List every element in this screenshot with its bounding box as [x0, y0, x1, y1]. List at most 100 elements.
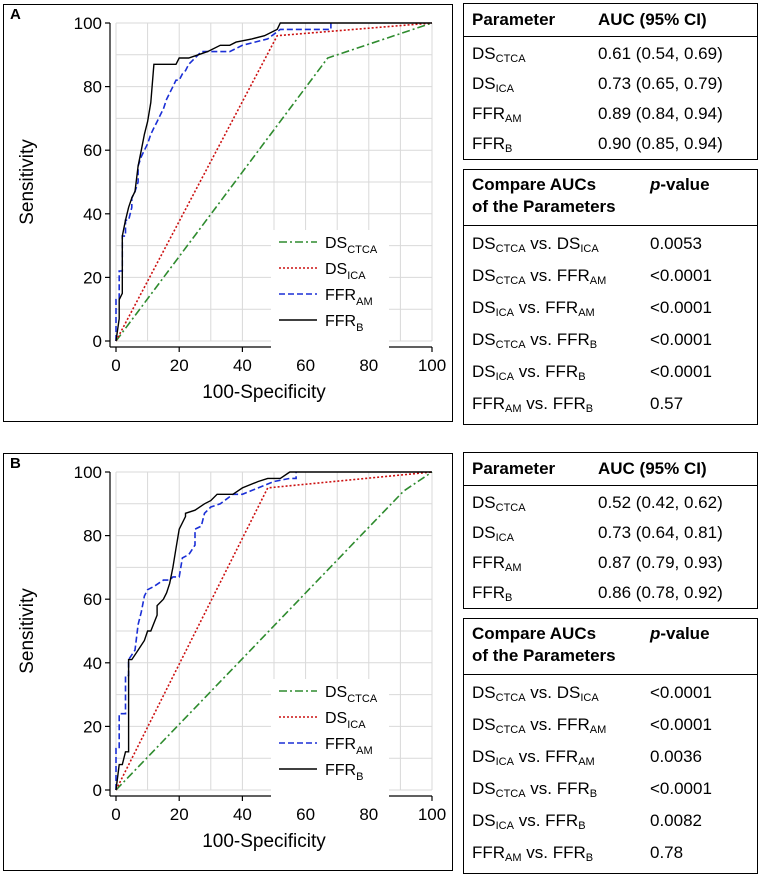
panel-a-roc-chart: 0 20 40 60 80 100 0 20 40 60 80 100 100-Specificity S…	[17, 14, 446, 403]
auc-value: 0.61 (0.54, 0.69)	[598, 44, 723, 63]
legend-label: DSICA	[325, 710, 366, 731]
auc-table-row: DSICA 0.73 (0.65, 0.79)	[464, 68, 757, 100]
legend-background	[271, 679, 389, 801]
legend-background	[271, 230, 389, 352]
x-tick-label: 80	[359, 356, 378, 375]
y-tick-label: 80	[83, 78, 102, 97]
auc-header-value: AUC (95% CI)	[598, 10, 707, 29]
compare-pvalue: 0.0053	[650, 234, 702, 253]
series-line-ffr-b	[115, 22, 432, 342]
auc-table-row: DSICA 0.73 (0.64, 0.81)	[464, 517, 757, 549]
x-tick-label: 0	[111, 805, 120, 824]
compare-table-row: FFRAM vs. FFRB 0.57	[464, 388, 757, 420]
y-tick-label: 100	[74, 463, 102, 482]
legend-label: DSICA	[325, 261, 366, 282]
auc-value: 0.86 (0.78, 0.92)	[598, 583, 723, 602]
series-line-ds-ica	[115, 471, 433, 791]
panel-b-compare-table: Compare AUCs of the Parameters p-value DSCT…	[463, 618, 758, 874]
auc-table-row: DSCTCA 0.61 (0.54, 0.69)	[464, 38, 757, 70]
auc-value: 0.87 (0.79, 0.93)	[598, 553, 723, 572]
auc-table-row: FFRAM 0.89 (0.84, 0.94)	[464, 98, 757, 130]
compare-pair: DSCTCA vs. FFRAM	[472, 715, 607, 736]
compare-table-row: DSCTCA vs. FFRB <0.0001	[464, 324, 757, 356]
x-tick-label: 100	[418, 805, 446, 824]
legend-label: FFRAM	[325, 287, 373, 308]
auc-value: 0.52 (0.42, 0.62)	[598, 493, 723, 512]
y-axis-label: Sensitivity	[17, 588, 38, 674]
x-tick-label: 60	[296, 356, 315, 375]
auc-parameter: FFRAM	[472, 553, 522, 574]
legend-label: FFRB	[325, 762, 363, 783]
y-tick-label: 20	[83, 717, 102, 736]
compare-pvalue: 0.0036	[650, 747, 702, 766]
y-axis-label: Sensitivity	[17, 139, 38, 225]
compare-pair: FFRAM vs. FFRB	[472, 394, 594, 415]
panel-b-letter: B	[10, 455, 21, 472]
compare-header-title: Compare AUCs of the Parameters	[472, 175, 616, 216]
x-tick-label: 60	[296, 805, 315, 824]
compare-pvalue: <0.0001	[650, 779, 712, 798]
compare-table-row: DSICA vs. FFRAM <0.0001	[464, 292, 757, 324]
y-tick-label: 0	[93, 332, 102, 351]
compare-table-row: DSCTCA vs. FFRB <0.0001	[464, 773, 757, 805]
x-tick-label: 0	[111, 356, 120, 375]
compare-pvalue: <0.0001	[650, 298, 712, 317]
auc-parameter: FFRAM	[472, 104, 522, 125]
x-tick-label: 40	[233, 356, 252, 375]
compare-table-row: DSICA vs. FFRB <0.0001	[464, 356, 757, 388]
compare-pvalue: <0.0001	[650, 266, 712, 285]
x-axis-label: 100-Specificity	[202, 831, 326, 852]
auc-table-header: Parameter AUC (95% CI)	[464, 453, 757, 485]
y-tick-label: 40	[83, 654, 102, 673]
panel-b-roc-chart: 0 20 40 60 80 100 0 20 40 60 80 100 100-Specificity S…	[17, 463, 446, 852]
legend-label: FFRAM	[325, 736, 373, 757]
auc-parameter: DSCTCA	[472, 493, 526, 514]
compare-pair: DSICA vs. FFRAM	[472, 747, 595, 768]
compare-pair: DSICA vs. FFRB	[472, 811, 586, 832]
auc-parameter: FFRB	[472, 583, 513, 604]
series-line-ds-ica	[115, 22, 433, 342]
compare-pvalue: <0.0001	[650, 715, 712, 734]
y-tick-label: 20	[83, 268, 102, 287]
series-line-ds-ctca	[115, 471, 433, 791]
compare-pvalue: 0.0082	[650, 811, 702, 830]
compare-pvalue: <0.0001	[650, 330, 712, 349]
y-tick-label: 80	[83, 527, 102, 546]
compare-table-row: DSCTCA vs. DSICA <0.0001	[464, 677, 757, 709]
auc-value: 0.73 (0.65, 0.79)	[598, 74, 723, 93]
auc-value: 0.90 (0.85, 0.94)	[598, 134, 723, 153]
compare-pvalue: 0.57	[650, 394, 684, 413]
y-tick-label: 0	[93, 781, 102, 800]
y-tick-label: 40	[83, 205, 102, 224]
auc-header-value: AUC (95% CI)	[598, 459, 707, 478]
series-line-ffr-b	[115, 471, 432, 791]
x-axis-label: 100-Specificity	[202, 382, 326, 403]
auc-header-parameter: Parameter	[472, 459, 556, 478]
compare-pair: DSCTCA vs. DSICA	[472, 683, 599, 704]
auc-table-row: FFRB 0.90 (0.85, 0.94)	[464, 128, 757, 160]
legend-label: DSCTCA	[325, 684, 378, 705]
x-tick-label: 80	[359, 805, 378, 824]
compare-pvalue: <0.0001	[650, 683, 712, 702]
compare-pair: DSCTCA vs. FFRB	[472, 330, 598, 351]
compare-pvalue: 0.78	[650, 843, 684, 862]
x-tick-label: 40	[233, 805, 252, 824]
x-tick-label: 100	[418, 356, 446, 375]
auc-header-parameter: Parameter	[472, 10, 556, 29]
panel-b-chart-frame	[3, 453, 453, 871]
y-tick-label: 60	[83, 141, 102, 160]
compare-header-pvalue: p-value	[650, 175, 710, 194]
x-tick-label: 20	[170, 805, 189, 824]
auc-parameter: DSCTCA	[472, 44, 526, 65]
panel-a-auc-table: Parameter AUC (95% CI) DSCTCA 0.61 (0.54, 0…	[463, 3, 758, 160]
auc-parameter: DSICA	[472, 523, 514, 544]
legend-label: FFRB	[325, 313, 363, 334]
compare-table-row: DSCTCA vs. DSICA 0.0053	[464, 228, 757, 260]
auc-parameter: FFRB	[472, 134, 513, 155]
compare-table-row: DSICA vs. FFRAM 0.0036	[464, 741, 757, 773]
compare-pair: DSCTCA vs. FFRB	[472, 779, 598, 800]
compare-pair: DSCTCA vs. FFRAM	[472, 266, 607, 287]
compare-table-row: DSCTCA vs. FFRAM <0.0001	[464, 709, 757, 741]
compare-pair: DSICA vs. FFRB	[472, 362, 586, 383]
panel-b-auc-table: Parameter AUC (95% CI) DSCTCA 0.52 (0.42, 0…	[463, 452, 758, 609]
